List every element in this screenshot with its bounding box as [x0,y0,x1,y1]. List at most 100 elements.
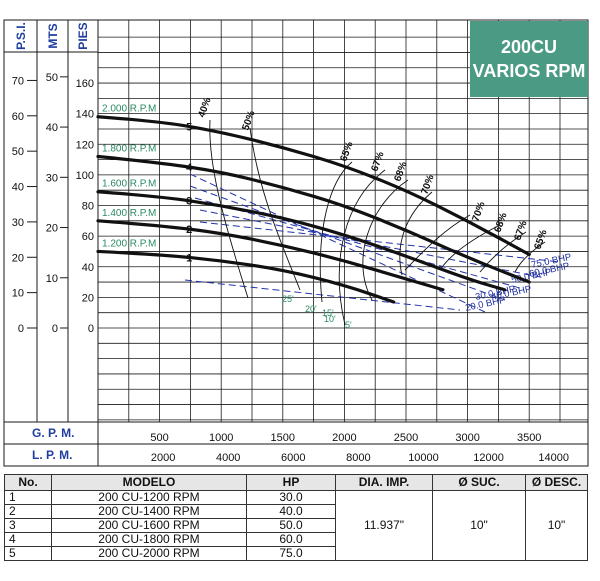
npsh-label: 20' [305,304,317,314]
gpm-tick-label: 1500 [271,432,295,444]
table-row: 2 200 CU-1400 RPM 40.0 [4,504,588,519]
model-badge: 200CU VARIOS RPM [470,21,588,97]
dia-imp-value: 11.937" [335,490,433,561]
mts-tick-label: 40 [46,122,58,134]
npsh-label: 5' [345,320,352,330]
pies-tick-label: 160 [76,78,94,90]
curve-number-label: 5 [186,121,192,133]
table-row: 5 200 CU-2000 RPM 75.0 [4,546,588,561]
pies-tick-label: 120 [76,139,94,151]
efficiency-label: 40% [196,96,213,119]
table-row: 1 200 CU-1200 RPM 30.0 11.937" 10" 10" [4,490,588,561]
mts-tick-label: 20 [46,223,58,235]
mts-axis-label: MTS [46,23,60,48]
chart-frame [3,19,589,467]
rpm-label: 1.800 R.P.M [102,144,156,155]
row-modelo: 200 CU-1800 RPM [51,532,247,547]
pies-tick-label: 80 [82,201,94,213]
lpm-tick-label: 14000 [538,452,569,464]
curve-2 [96,219,445,292]
efficiency-label: 65% [532,228,549,251]
lpm-axis-label: L. P. M. [32,448,72,462]
header-no: No. [4,474,52,491]
curve-4 [96,154,531,284]
header-dia-imp: DIA. IMP. [335,474,433,491]
rpm-label: 2.000 R.P.M [102,104,156,115]
mts-tick-label: 10 [46,273,58,285]
rpm-label: 1.600 R.P.M [102,179,156,190]
bhp-line [199,221,561,263]
bhp-line [199,209,546,279]
efficiency-label: 68% [392,160,409,183]
row-hp: 75.0 [246,546,336,561]
gpm-tick-label: 1000 [209,432,233,444]
npsh-label: 15' [322,308,334,318]
efficiency-contour [362,179,409,301]
pies-tick-label: 20 [82,292,94,304]
lpm-tick-label: 8000 [346,452,370,464]
lpm-tick-label: 12000 [473,452,504,464]
mts-tick-label: 50 [46,72,58,84]
curve-number-label: 3 [186,196,192,208]
header-desc: Ø DESC. [525,474,588,491]
psi-tick-label: 30 [12,217,24,229]
row-modelo: 200 CU-2000 RPM [51,546,247,561]
lpm-tick-label: 10000 [408,452,439,464]
efficiency-contour [209,119,249,299]
psi-tick-label: 40 [12,182,24,194]
mts-tick-label: 30 [46,172,58,184]
badge-line2: VARIOS RPM [472,61,586,81]
lpm-tick-label: 2000 [151,452,175,464]
badge-line1: 200CU [500,37,558,57]
row-no: 5 [4,546,52,561]
curve-3 [96,190,507,292]
spec-table: No. MODELO HP DIA. IMP. Ø SUC. Ø DESC. 1… [4,474,588,561]
psi-tick-label: 0 [18,323,24,335]
pies-tick-label: 100 [76,170,94,182]
row-hp: 60.0 [246,532,336,547]
efficiency-label: 68% [492,211,509,234]
efficiency-label: 67% [369,150,386,173]
row-modelo: 200 CU-1400 RPM [51,504,247,519]
row-modelo: 200 CU-1600 RPM [51,518,247,533]
gpm-tick-label: 500 [150,432,168,444]
row-hp: 30.0 [246,490,336,505]
curve-number-label: 2 [186,224,192,236]
gpm-tick-label: 2000 [332,432,356,444]
row-modelo: 200 CU-1200 RPM [51,490,247,505]
efficiency-label: 70% [419,173,436,196]
npsh-label: 25' [282,294,294,304]
psi-tick-label: 60 [12,111,24,123]
psi-tick-label: 70 [12,75,24,87]
psi-axis-label: P.S.I. [14,22,28,50]
efficiency-contour [514,241,546,273]
curve-1 [96,249,396,304]
pies-tick-label: 140 [76,109,94,121]
curve-number-label: 1 [186,252,192,264]
psi-tick-label: 50 [12,146,24,158]
pump-curve-chart: P.S.I. MTS PIES160140120100806040200504030… [3,19,589,467]
gpm-axis-label: G. P. M. [32,426,74,440]
bhp-line [184,279,461,311]
pies-tick-label: 60 [82,231,94,243]
spec-table-header: No. MODELO HP DIA. IMP. Ø SUC. Ø DESC. [4,474,588,491]
bhp-line [194,197,521,289]
pies-tick-label: 40 [82,262,94,274]
lpm-tick-label: 6000 [281,452,305,464]
row-hp: 40.0 [246,504,336,519]
curve-number-label: 4 [186,162,193,174]
row-no: 2 [4,504,52,519]
rpm-label: 1.400 R.P.M [102,208,156,219]
row-no: 3 [4,518,52,533]
mts-tick-label: 0 [52,323,58,335]
row-no: 1 [4,490,52,505]
pies-tick-label: 0 [88,323,94,335]
gpm-tick-label: 2500 [394,432,418,444]
gpm-tick-label: 3000 [455,432,479,444]
bhp-line [189,173,486,313]
npsh-label: 10' [324,314,336,324]
row-no: 4 [4,532,52,547]
efficiency-label: 70% [470,200,487,223]
header-suc: Ø SUC. [432,474,526,491]
suc-value: 10" [432,490,526,561]
